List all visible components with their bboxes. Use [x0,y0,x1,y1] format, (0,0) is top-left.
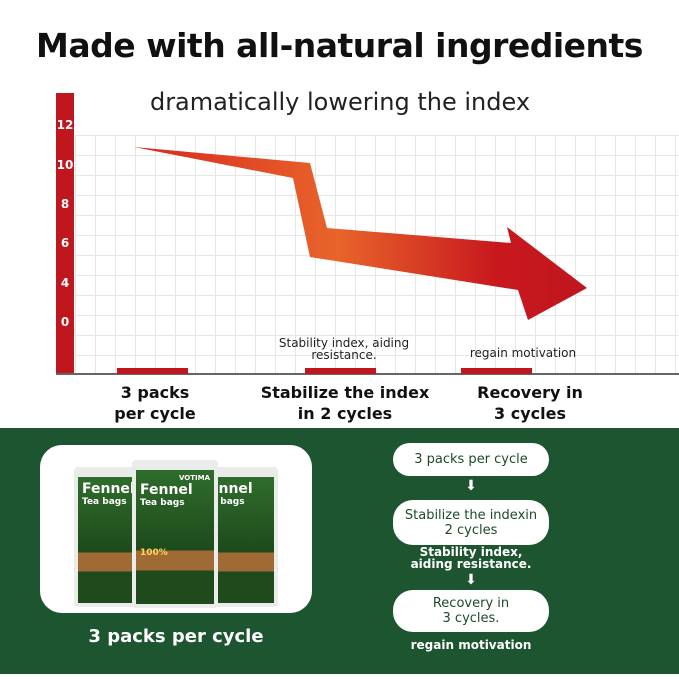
downward-arrow [134,147,587,320]
y-tick: 0 [60,315,70,329]
y-tick: 4 [60,276,70,290]
flow-step-1: 3 packs per cycle [393,443,549,476]
label-line: 3 packs [120,383,190,402]
product-caption: 3 packs per cycle [88,626,264,647]
stage-marker [117,368,188,374]
stage-label-1: 3 packs per cycle [55,382,255,424]
pack-name: Fennel [140,482,193,498]
step-text: Stabilize the indexin [404,507,538,523]
product-pack-front: VOTIMA Fennel Tea bags 100% [132,460,218,608]
y-tick: 12 [56,118,74,132]
flow-step-2: Stabilize the indexin 2 cycles [393,500,549,545]
step-text: 3 cycles. [442,611,500,626]
brand-logo: VOTIMA [178,474,210,482]
flow-note-stability: Stability index, aiding resistance. [410,545,532,571]
label-line: Recovery in [477,383,583,402]
y-tick: 6 [60,236,70,250]
flow-step-3: Recovery in 3 cycles. [393,590,549,632]
flow-note-motivation: regain motivation [410,638,532,652]
x-axis-line [56,373,679,375]
chart-subtitle: dramatically lowering the index [149,88,531,116]
product-card: Fennel Tea bags Fennel Tea bags VOTIMA Fenn… [40,445,312,613]
step-text: Recovery in [432,596,510,611]
label-line: 3 cycles [494,404,566,423]
pack-badge: 100% [140,548,168,558]
step-text: 2 cycles [444,522,498,538]
down-arrow-icon: ⬇ [465,478,477,494]
label-line: in 2 cycles [297,404,393,423]
stage-label-2: Stabilize the index in 2 cycles [245,382,445,424]
label-line: Stabilize the index [260,383,430,402]
down-arrow-icon: ⬇ [465,572,477,588]
chart-note-motivation: regain motivation [469,346,577,360]
stage-label-3: Recovery in 3 cycles [430,382,630,424]
pack-sub: Tea bags [140,498,185,508]
stage-marker [461,368,532,374]
stage-marker [305,368,376,374]
y-axis-bar [56,93,74,375]
chart-note-stability: Stability index, aiding resistance. [278,336,410,362]
label-line: per cycle [114,404,196,423]
step-text: 3 packs per cycle [414,452,528,467]
y-tick: 10 [56,158,74,172]
y-tick: 8 [60,197,70,211]
pack-name: Fennel [82,481,135,497]
headline: Made with all-natural ingredients [36,26,643,65]
pack-sub: Tea bags [200,497,245,507]
pack-sub: Tea bags [82,497,127,507]
